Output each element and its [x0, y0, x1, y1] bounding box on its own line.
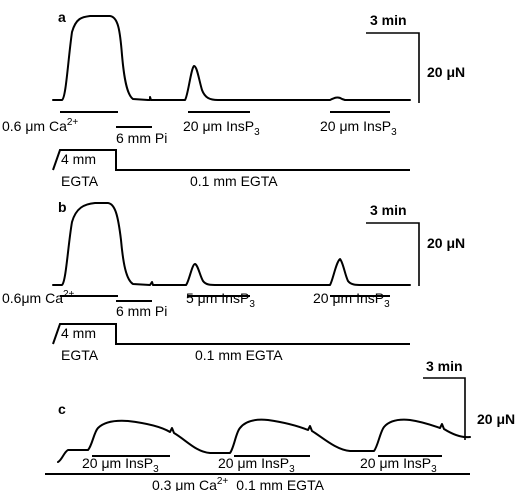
panel-a-egta-main: 0.1 mm EGTA: [190, 173, 278, 189]
panel-c-insp3-label-2: 20 μm InsP3: [218, 455, 295, 475]
panel-b-insp3-label-1: 5 μm InsP3: [186, 290, 255, 310]
panel-c-scale-bar: [423, 377, 466, 440]
panel-a-egta-high-2: EGTA: [61, 173, 99, 189]
panel-a-force-trace: [52, 15, 411, 101]
panel-c-insp3-label-1: 20 μm InsP3: [82, 455, 159, 475]
panel-b-egta-step: [52, 323, 410, 345]
panel-c-letter: c: [58, 401, 66, 417]
panel-b-egta-high-1: 4 mm: [61, 325, 96, 341]
panel-b-scale-force: 20 μN: [427, 235, 465, 251]
panel-b-letter: b: [58, 199, 67, 215]
panel-a: a 3 min 20 μN 0.6 μm Ca2+ 6 mm Pi 20 μm …: [2, 9, 465, 189]
panel-a-letter: a: [58, 9, 66, 25]
panel-c-force-trace: [57, 418, 471, 463]
panel-a-insp3-label-1: 20 μm InsP3: [183, 118, 260, 138]
panel-b: b 3 min 20 μN 0.6μm Ca2+ 6 mm Pi 5 μm In…: [2, 199, 465, 363]
panel-b-scale-time: 3 min: [370, 202, 407, 218]
panel-b-scale-bar: [366, 222, 420, 286]
panel-b-pi-label: 6 mm Pi: [116, 303, 167, 319]
panel-a-egta-step: [52, 149, 410, 171]
panel-b-ca-label: 0.6μm Ca2+: [2, 289, 75, 306]
panel-b-egta-main: 0.1 mm EGTA: [195, 347, 283, 363]
panel-c-scale-force: 20 μN: [477, 411, 515, 427]
panel-a-pi-label: 6 mm Pi: [116, 130, 167, 146]
panel-b-insp3-label-2: 20 μm InsP3: [313, 290, 390, 310]
panel-b-force-trace: [52, 202, 411, 286]
panel-c-scale-time: 3 min: [426, 358, 463, 374]
panel-c-buffer-label: 0.3 μm Ca2+ 0.1 mm EGTA: [152, 476, 325, 491]
panel-c: c 3 min 20 μN 20 μm InsP3 20 μm InsP3 20…: [45, 358, 515, 491]
panel-a-egta-high-1: 4 mm: [61, 151, 96, 167]
panel-b-egta-high-2: EGTA: [61, 347, 99, 363]
panel-a-scale-force: 20 μN: [427, 64, 465, 80]
panel-a-scale-time: 3 min: [370, 12, 407, 28]
panel-a-scale-bar: [366, 32, 420, 103]
panel-a-insp3-label-2: 20 μm InsP3: [320, 118, 397, 138]
panel-a-ca-label: 0.6 μm Ca2+: [2, 117, 78, 134]
panel-c-insp3-label-3: 20 μm InsP3: [360, 455, 437, 475]
